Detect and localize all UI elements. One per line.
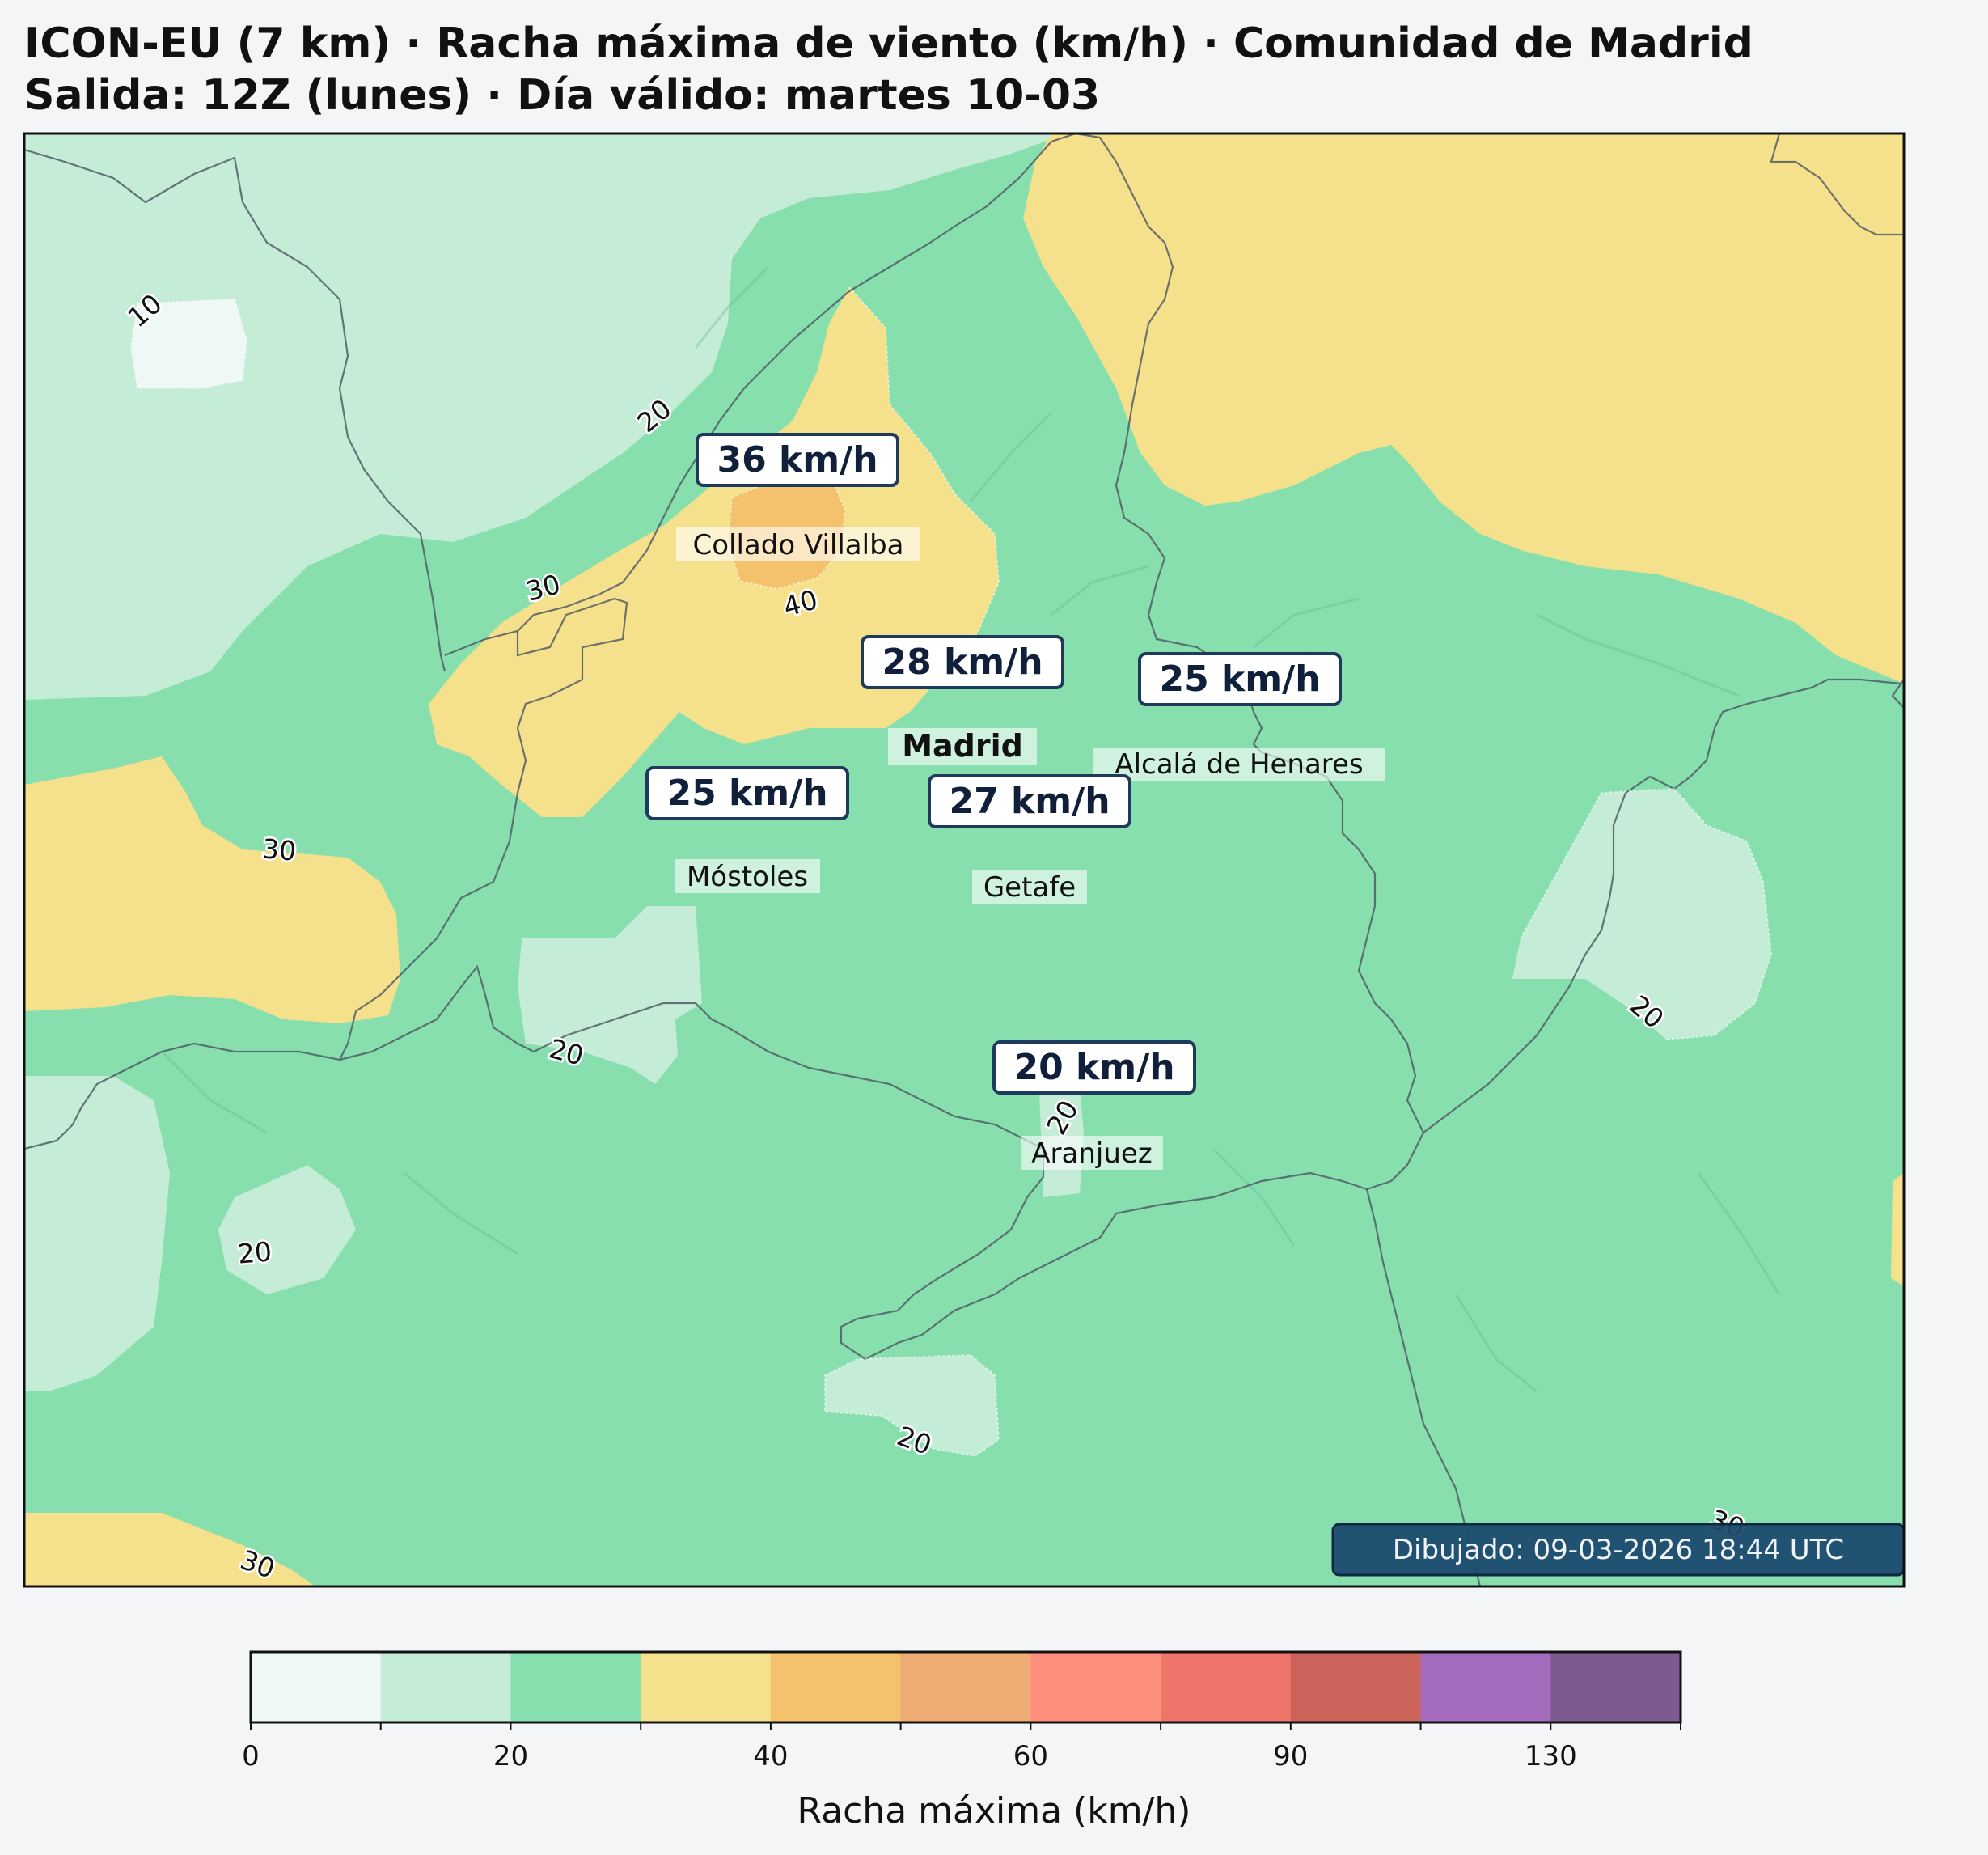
colorbar-bin: [1290, 1652, 1422, 1722]
colorbar-tick-label: 60: [1013, 1740, 1048, 1772]
city-name: Alcalá de Henares: [1115, 748, 1363, 781]
city-name: Getafe: [983, 871, 1076, 904]
colorbar-bin: [1030, 1652, 1161, 1722]
gust-value-labels: 36 km/h 28 km/h 25 km/h 25 km/h 27 km/h …: [645, 433, 1342, 1095]
colorbar-bin: [251, 1652, 382, 1722]
city-label-aranjuez: Aranjuez: [1021, 1136, 1163, 1170]
gust-value: 20 km/h: [1013, 1047, 1174, 1088]
city-label-collado-villalba: Collado Villalba: [676, 527, 920, 561]
colorbar-tick-label: 130: [1525, 1740, 1577, 1772]
gust-field-10-20-center: [518, 906, 702, 1084]
gust-box-mostoles: 25 km/h: [645, 766, 849, 820]
colorbar-bin: [900, 1652, 1031, 1722]
city-name: Collado Villalba: [692, 529, 903, 561]
gust-field-10-20-south: [825, 1355, 999, 1456]
colorbar: 0 20 40 60 90 130: [242, 1650, 1682, 1772]
gust-field-30-40-northeast: [1023, 133, 1904, 684]
gust-box-aranjuez: 20 km/h: [992, 1040, 1196, 1095]
city-label-mostoles: Móstoles: [675, 859, 820, 893]
map-title: ICON-EU (7 km) · Racha máxima de viento …: [24, 18, 1753, 121]
timestamp-badge: Dibujado: 09-03-2026 18:44 UTC: [1331, 1523, 1904, 1577]
colorbar-bin: [380, 1652, 511, 1722]
timestamp-text: Dibujado: 09-03-2026 18:44 UTC: [1393, 1534, 1844, 1566]
gust-field-10-20-west: [24, 1076, 170, 1391]
contour-lines: [129, 286, 1773, 1458]
colorbar-bin: [641, 1652, 772, 1722]
gust-field-30-40-southwest: [24, 1513, 315, 1586]
gust-field-30-40-west: [24, 756, 400, 1023]
colorbar-tick-label: 40: [753, 1740, 788, 1772]
gust-box-alcala: 25 km/h: [1138, 652, 1342, 706]
gust-field-0-10: [131, 299, 247, 388]
contour-label-30: 30: [261, 832, 298, 867]
gust-field-10-20-sw: [218, 1165, 356, 1294]
city-label-madrid: Madrid: [888, 728, 1037, 765]
gust-field-10-20-east: [1512, 789, 1771, 1040]
gust-box-collado-villalba: 36 km/h: [696, 433, 899, 487]
colorbar-bin: [1161, 1652, 1292, 1722]
city-label-alcala: Alcalá de Henares: [1093, 748, 1385, 781]
map-frame: [23, 132, 1906, 1588]
colorbar-frame: [249, 1650, 1682, 1724]
terrain-shading: [160, 265, 1781, 1393]
colorbar-bin: [510, 1652, 641, 1722]
city-name: Aranjuez: [1031, 1137, 1152, 1170]
colorbar-label: Racha máxima (km/h): [797, 1790, 1191, 1832]
gust-value: 25 km/h: [1159, 659, 1320, 700]
gust-value: 25 km/h: [666, 773, 827, 814]
city-name: Madrid: [902, 728, 1023, 764]
colorbar-bin: [1550, 1652, 1681, 1722]
colorbar-tick-label: 0: [242, 1740, 260, 1772]
title-line-2: Salida: 12Z (lunes) · Día válido: martes…: [24, 71, 1101, 120]
gust-field-30-40-east-edge: [1891, 1173, 1904, 1286]
title-line-1: ICON-EU (7 km) · Racha máxima de viento …: [24, 19, 1753, 68]
colorbar-tick-label: 20: [493, 1740, 528, 1772]
map-area: 10 20 30 40 30 20 20 20 20 20 30 30 Coll…: [24, 133, 1904, 1586]
gust-value: 36 km/h: [717, 439, 878, 481]
gust-box-madrid: 28 km/h: [861, 635, 1064, 689]
city-labels: Collado Villalba Madrid Alcalá de Henare…: [675, 527, 1385, 1170]
colorbar-bin: [1420, 1652, 1551, 1722]
city-label-getafe: Getafe: [972, 870, 1087, 904]
contour-label-20: 20: [236, 1235, 273, 1270]
gust-box-getafe: 27 km/h: [928, 774, 1131, 828]
gust-field-10-20-northwest: [24, 133, 1068, 700]
city-name: Móstoles: [687, 861, 808, 893]
colorbar-tick-label: 90: [1273, 1740, 1308, 1772]
gust-value: 27 km/h: [949, 781, 1110, 822]
colorbar-bin: [770, 1652, 902, 1722]
gust-value: 28 km/h: [882, 642, 1043, 683]
